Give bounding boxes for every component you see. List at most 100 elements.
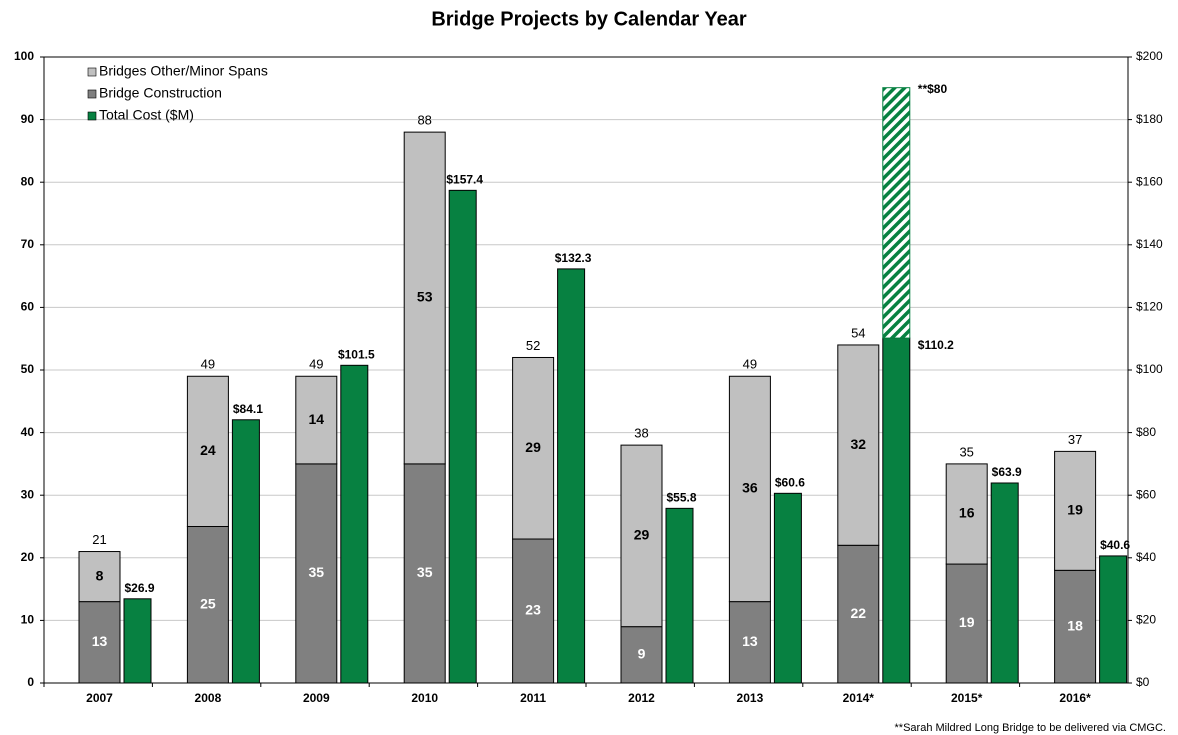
- y2-tick-label: $40: [1136, 550, 1156, 564]
- bar-construction: [186, 526, 229, 684]
- y-tick-label: 30: [21, 487, 35, 501]
- bar-cost: [773, 492, 802, 684]
- bar-construction: [1054, 569, 1097, 684]
- x-tick-label: 2013: [737, 691, 764, 705]
- bar-label: 19: [959, 614, 975, 630]
- bar-label: 13: [92, 633, 108, 649]
- bar-other: [78, 551, 121, 603]
- bar-construction: [512, 538, 555, 684]
- cost-label: $63.9: [992, 465, 1022, 479]
- bar-other: [837, 344, 880, 546]
- y-tick-label: 0: [27, 675, 34, 689]
- bar-other: [512, 356, 555, 540]
- bar-construction: [295, 463, 338, 684]
- x-tick-label: 2016*: [1059, 691, 1091, 705]
- y2-tick-label: $0: [1136, 675, 1150, 689]
- chart-title: Bridge Projects by Calendar Year: [431, 8, 747, 30]
- legend-swatch: [87, 89, 97, 99]
- bar-cost: [231, 419, 260, 684]
- cost-label: $157.4: [446, 173, 483, 187]
- y2-tick-label: $20: [1136, 613, 1156, 627]
- y-tick-label: 10: [21, 613, 35, 627]
- bar-other: [728, 375, 771, 603]
- bar-label: 19: [1067, 502, 1083, 518]
- bar-label: 16: [959, 505, 975, 521]
- bar-extra-cost: [882, 87, 911, 339]
- total-label: 38: [634, 426, 648, 441]
- total-label: 88: [417, 113, 431, 128]
- y2-tick-label: $100: [1136, 362, 1163, 376]
- y2-tick-label: $60: [1136, 487, 1156, 501]
- legend-swatch: [87, 111, 97, 121]
- bar-label: 29: [525, 439, 541, 455]
- bar-other: [186, 375, 229, 528]
- bar-cost: [1099, 555, 1128, 684]
- x-tick-label: 2015*: [951, 691, 983, 705]
- bar-label: 53: [417, 289, 433, 305]
- x-tick-label: 2010: [411, 691, 438, 705]
- y2-tick-label: $120: [1136, 300, 1163, 314]
- y2-tick-label: $200: [1136, 49, 1163, 63]
- bar-other: [620, 444, 663, 628]
- y2-tick-label: $80: [1136, 425, 1156, 439]
- bar-other: [945, 463, 988, 565]
- y2-tick-label: $160: [1136, 174, 1163, 188]
- total-label: 49: [201, 357, 215, 372]
- bar-other: [295, 375, 338, 465]
- total-label: 49: [309, 357, 323, 372]
- bar-cost: [882, 337, 911, 684]
- total-label: 37: [1068, 432, 1082, 447]
- bar-cost: [665, 507, 694, 684]
- total-label: 49: [743, 357, 757, 372]
- y-tick-label: 50: [21, 362, 35, 376]
- y-tick-label: 80: [21, 174, 35, 188]
- bar-label: 8: [96, 567, 104, 583]
- x-tick-label: 2007: [86, 691, 113, 705]
- cost-label: $84.1: [233, 402, 263, 416]
- cost-label: $101.5: [338, 347, 375, 361]
- y2-tick-label: $180: [1136, 112, 1163, 126]
- x-tick-label: 2011: [520, 691, 546, 705]
- total-label: 54: [851, 325, 865, 340]
- bar-construction: [945, 563, 988, 684]
- footnote: **Sarah Mildred Long Bridge to be delive…: [895, 722, 1166, 734]
- legend-label: Bridges Other/Minor Spans: [99, 63, 268, 79]
- bar-cost: [123, 598, 152, 684]
- bar-label: 23: [525, 602, 541, 618]
- bar-cost: [340, 364, 369, 684]
- x-tick-label: 2008: [195, 691, 222, 705]
- bar-label: 35: [309, 564, 325, 580]
- bar-label: 22: [851, 605, 867, 621]
- legend-label: Bridge Construction: [99, 85, 222, 101]
- bar-label: 13: [742, 633, 758, 649]
- cost-label: $55.8: [666, 491, 696, 505]
- legend-swatch: [87, 67, 97, 77]
- extra-cost-label: **$80: [918, 82, 948, 96]
- legend-label: Total Cost ($M): [99, 107, 194, 123]
- y2-tick-label: $140: [1136, 237, 1163, 251]
- bar-cost: [990, 482, 1019, 684]
- x-tick-label: 2014*: [843, 691, 875, 705]
- cost-label: $110.2: [918, 338, 954, 352]
- bar-label: 35: [417, 564, 433, 580]
- bar-construction: [78, 601, 121, 684]
- y-tick-label: 70: [21, 237, 35, 251]
- bar-label: 32: [851, 436, 867, 452]
- bar-construction: [837, 544, 880, 684]
- y-tick-label: 60: [21, 300, 35, 314]
- bar-label: 25: [200, 595, 216, 611]
- y-tick-label: 40: [21, 425, 35, 439]
- total-label: 35: [959, 444, 973, 459]
- cost-label: $132.3: [555, 251, 592, 265]
- total-label: 21: [92, 532, 106, 547]
- y-tick-label: 100: [14, 49, 34, 63]
- x-tick-label: 2009: [303, 691, 330, 705]
- y-tick-label: 90: [21, 112, 35, 126]
- x-tick-label: 2012: [628, 691, 655, 705]
- y-tick-label: 20: [21, 550, 35, 564]
- bar-other: [1054, 450, 1097, 571]
- bar-cost: [448, 189, 477, 684]
- bar-other: [403, 131, 446, 465]
- bar-label: 9: [638, 646, 646, 662]
